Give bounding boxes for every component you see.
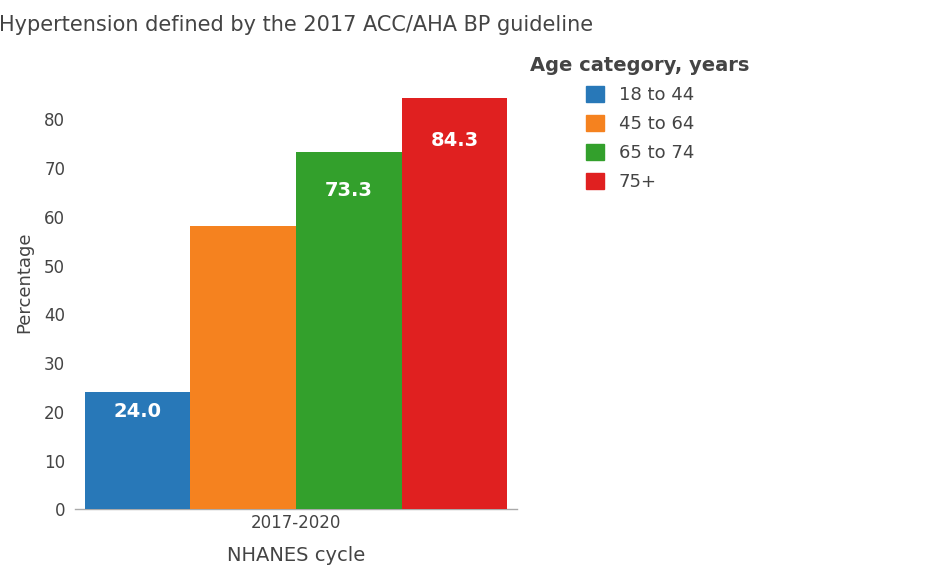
Legend: 18 to 44, 45 to 64, 65 to 74, 75+: 18 to 44, 45 to 64, 65 to 74, 75+ xyxy=(531,56,750,191)
Bar xyxy=(296,152,402,509)
X-axis label: NHANES cycle: NHANES cycle xyxy=(227,546,365,565)
Text: 73.3: 73.3 xyxy=(325,180,373,200)
Y-axis label: Percentage: Percentage xyxy=(15,232,33,333)
Bar xyxy=(190,226,296,509)
Text: 58.1: 58.1 xyxy=(219,249,267,268)
Title: Hypertension defined by the 2017 ACC/AHA BP guideline: Hypertension defined by the 2017 ACC/AHA… xyxy=(0,15,593,35)
Text: 24.0: 24.0 xyxy=(113,401,161,420)
Text: 84.3: 84.3 xyxy=(431,131,478,150)
Bar xyxy=(402,99,507,509)
Bar xyxy=(84,392,190,509)
